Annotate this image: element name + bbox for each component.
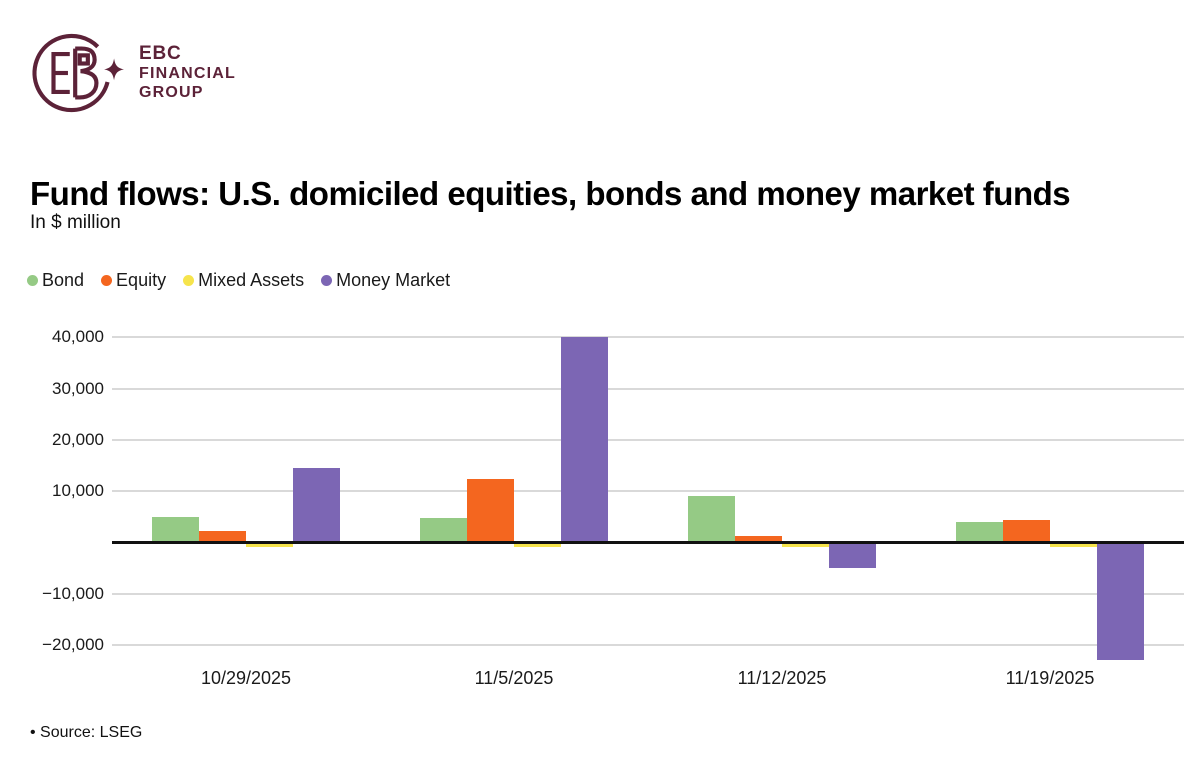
y-tick-label-40000: 40,000 (52, 327, 104, 347)
y-axis: 40,000 30,000 20,000 10,000 −10,000 −20,000 (0, 325, 104, 665)
legend-item-money-market: Money Market (321, 270, 450, 291)
bar-bond-11-12-2025 (688, 496, 735, 543)
logo-wordmark: EBC FINANCIAL GROUP (139, 44, 236, 102)
y-tick-label-20000: 20,000 (52, 429, 104, 449)
legend: Bond Equity Mixed Assets Money Market (27, 270, 450, 291)
y-tick-label--10000: −10,000 (42, 583, 104, 603)
bar-mixed-assets-11-5-2025 (514, 542, 561, 547)
chart-subtitle: In $ million (30, 212, 121, 233)
legend-item-equity: Equity (101, 270, 166, 291)
logo-text-group: GROUP (139, 84, 204, 101)
gridline-30000 (112, 387, 1184, 390)
x-tick-label-10-29-2025: 10/29/2025 (200, 668, 292, 688)
legend-dot-mixed-assets (183, 275, 195, 286)
bar-money-market-10-29-2025 (293, 468, 340, 543)
gridline--20000 (112, 644, 1184, 646)
gridline-20000 (112, 438, 1184, 441)
legend-dot-money-market (321, 275, 333, 286)
bar-money-market-11-5-2025 (561, 337, 608, 543)
bar-equity-11-5-2025 (467, 478, 514, 543)
legend-label-bond: Bond (42, 270, 85, 290)
ebc-monogram-circle-sparkle-icon (32, 33, 124, 113)
gridline-40000 (112, 336, 1184, 339)
bar-equity-11-12-2025 (735, 536, 782, 543)
ebc-logo: EBC FINANCIAL GROUP (30, 26, 236, 120)
x-axis: 10/29/2025 11/5/2025 11/12/2025 11/19/2025 (112, 668, 1184, 692)
legend-item-bond: Bond (27, 270, 84, 291)
legend-label-mixed-assets: Mixed Assets (198, 270, 305, 290)
x-tick-label-11-19-2025: 11/19/2025 (1005, 668, 1095, 688)
x-tick-label-11-5-2025: 11/5/2025 (474, 668, 554, 688)
legend-dot-equity (101, 275, 113, 286)
y-tick-label--20000: −20,000 (42, 635, 104, 654)
bar-mixed-assets-10-29-2025 (246, 542, 293, 547)
gridline-10000 (112, 490, 1184, 493)
bar-money-market-11-12-2025 (829, 542, 876, 568)
x-tick-label-11-12-2025: 11/12/2025 (737, 668, 827, 688)
zero-axis-line (112, 541, 1184, 544)
bar-money-market-11-19-2025 (1097, 542, 1144, 661)
bar-bond-11-5-2025 (420, 518, 467, 543)
plot-area (112, 325, 1184, 665)
legend-item-mixed-assets: Mixed Assets (183, 270, 304, 291)
logo-text-financial: FINANCIAL (139, 65, 237, 82)
bar-equity-10-29-2025 (199, 530, 246, 543)
bar-mixed-assets-11-19-2025 (1050, 542, 1097, 548)
bar-mixed-assets-11-12-2025 (782, 542, 829, 547)
y-tick-label-10000: 10,000 (52, 481, 104, 501)
legend-dot-bond (27, 275, 38, 286)
bar-equity-11-19-2025 (1003, 520, 1050, 543)
legend-label-money-market: Money Market (336, 270, 451, 290)
source-note: • Source: LSEG (30, 724, 143, 741)
logo-text-ebc: EBC (139, 43, 182, 64)
bar-bond-10-29-2025 (152, 516, 199, 543)
y-tick-label-30000: 30,000 (52, 378, 104, 398)
gridline--10000 (112, 592, 1184, 595)
bar-bond-11-19-2025 (956, 522, 1003, 543)
chart-title: Fund flows: U.S. domiciled equities, bon… (30, 175, 1071, 213)
legend-label-equity: Equity (116, 270, 167, 290)
